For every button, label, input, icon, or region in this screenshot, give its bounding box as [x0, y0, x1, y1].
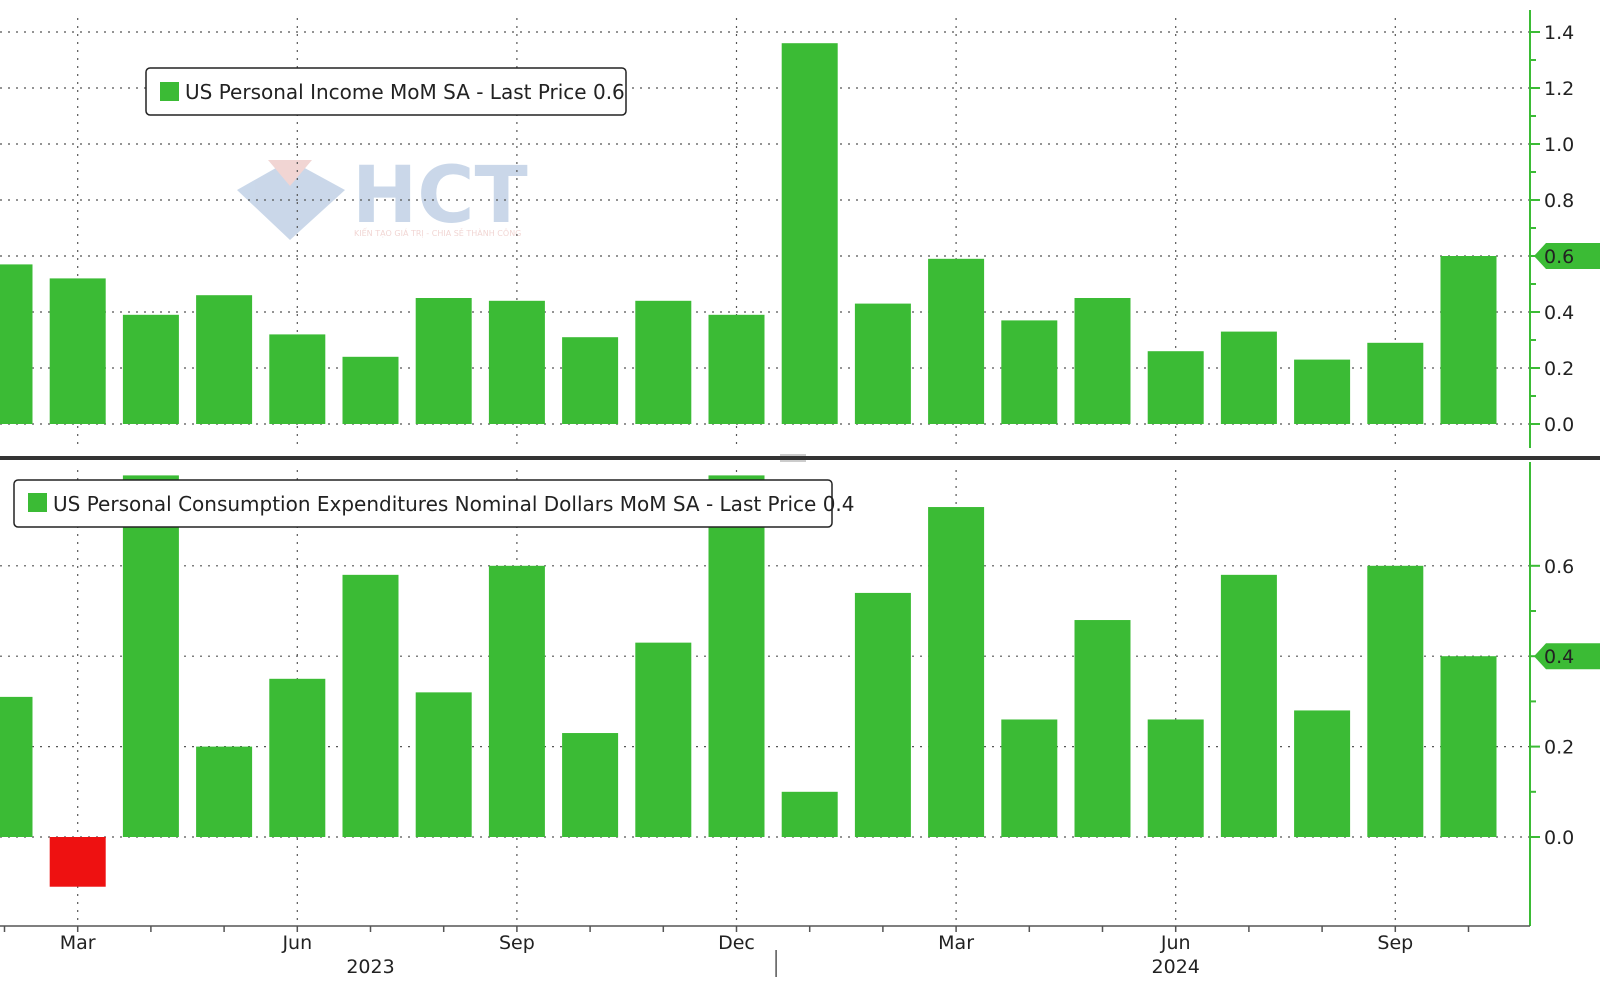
bar	[635, 642, 692, 837]
bar	[196, 295, 253, 424]
bar	[1074, 298, 1131, 424]
x-year-label: 2023	[346, 956, 394, 977]
bar	[1440, 256, 1497, 424]
bar	[1367, 342, 1424, 424]
y-tick-label: 0.2	[1544, 358, 1574, 380]
y-tick-label: 0.8	[1544, 190, 1574, 212]
bar	[928, 507, 985, 837]
bar	[1074, 620, 1131, 837]
bar	[562, 337, 619, 424]
bar	[781, 43, 838, 424]
bar	[488, 565, 545, 837]
y-tick-label: 0.0	[1544, 827, 1574, 849]
bar	[0, 696, 33, 837]
bar	[781, 791, 838, 837]
bar	[342, 574, 399, 837]
hct-watermark: HCT KIẾN TẠO GIÁ TRỊ - CHIA SẺ THÀNH CÔN…	[237, 151, 528, 241]
x-tick-label: Dec	[718, 932, 755, 954]
legend-label: US Personal Consumption Expenditures Nom…	[53, 492, 855, 516]
bar	[1220, 574, 1277, 837]
last-price-marker	[1534, 643, 1600, 670]
bar	[488, 300, 545, 424]
bar	[415, 692, 472, 837]
legend-box	[145, 67, 627, 116]
legend-swatch	[160, 82, 179, 101]
bar	[854, 303, 911, 424]
x-tick-label: Jun	[1160, 932, 1191, 954]
watermark-tagline: KIẾN TẠO GIÁ TRỊ - CHIA SẺ THÀNH CÔNG	[354, 227, 521, 239]
bar	[269, 334, 326, 424]
bar	[562, 733, 619, 837]
bar	[928, 258, 985, 424]
y-tick-label: 1.2	[1544, 78, 1574, 100]
bar	[1220, 331, 1277, 424]
bar	[415, 298, 472, 424]
bar	[1294, 359, 1351, 424]
diamond-logo-icon	[237, 160, 345, 240]
bar	[196, 746, 253, 837]
income-panel: 0.00.20.40.60.81.01.21.40.6	[0, 10, 1600, 448]
legend-swatch	[28, 493, 47, 512]
bar	[708, 314, 765, 424]
bar	[49, 278, 106, 424]
bar	[122, 314, 179, 424]
x-axis: Mar Jun Sep Dec Mar Jun Sep 2023 2024	[0, 925, 1530, 978]
x-tick-label: Sep	[499, 932, 535, 954]
bar	[0, 264, 33, 424]
bar	[1147, 351, 1204, 424]
y-tick-label: 0.0	[1544, 414, 1574, 436]
watermark-text: HCT	[352, 151, 528, 241]
x-year-label: 2024	[1152, 956, 1200, 977]
bar	[122, 475, 179, 837]
bar	[1440, 656, 1497, 837]
last-price-label: 0.4	[1544, 646, 1574, 668]
legend-box	[13, 479, 833, 528]
bar	[342, 356, 399, 424]
bar	[1001, 320, 1058, 424]
bar	[1001, 719, 1058, 837]
y-tick-label: 0.2	[1544, 737, 1574, 759]
income-legend[interactable]: US Personal Income MoM SA - Last Price 0…	[145, 67, 627, 116]
x-tick-label: Mar	[60, 932, 96, 954]
bar	[1147, 719, 1204, 837]
bar	[708, 475, 765, 837]
y-tick-label: 1.4	[1544, 22, 1574, 44]
bar	[635, 300, 692, 424]
y-tick-label: 1.0	[1544, 134, 1574, 156]
bar	[49, 837, 106, 887]
y-tick-label: 0.4	[1544, 302, 1574, 324]
x-tick-label: Jun	[281, 932, 312, 954]
x-tick-label: Sep	[1377, 932, 1413, 954]
bar	[854, 592, 911, 837]
last-price-marker	[1534, 243, 1600, 269]
y-tick-label: 0.6	[1544, 556, 1574, 578]
bar	[1367, 565, 1424, 837]
x-tick-label: Mar	[938, 932, 974, 954]
pce-panel: 0.00.20.40.60.4	[0, 462, 1600, 926]
pce-legend[interactable]: US Personal Consumption Expenditures Nom…	[13, 479, 855, 528]
legend-label: US Personal Income MoM SA - Last Price 0…	[185, 80, 625, 104]
diamond-logo-top-icon	[268, 160, 312, 186]
bar	[269, 678, 326, 837]
bar	[1294, 710, 1351, 837]
last-price-label: 0.6	[1544, 246, 1574, 268]
